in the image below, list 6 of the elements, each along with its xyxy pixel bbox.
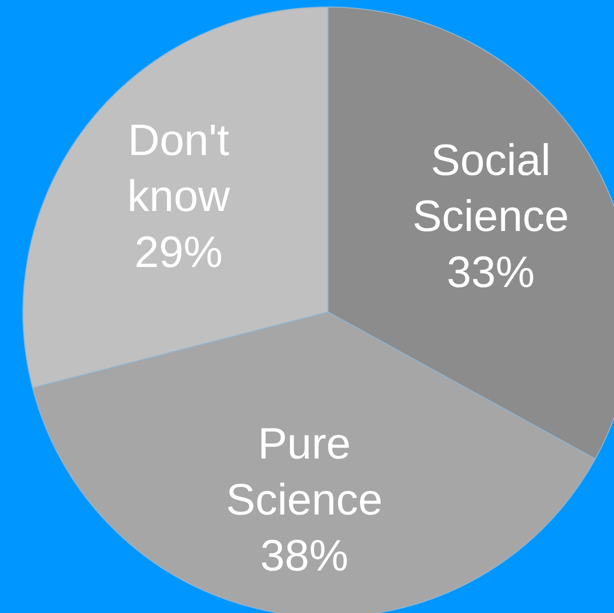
slice-label: Social Science (412, 136, 570, 241)
data-label: 38% (260, 532, 348, 581)
slice-label: Don't know (127, 116, 230, 222)
slice-label: Pure Science (226, 420, 383, 525)
data-label: 29% (134, 228, 223, 278)
data-label: 33% (446, 248, 535, 297)
